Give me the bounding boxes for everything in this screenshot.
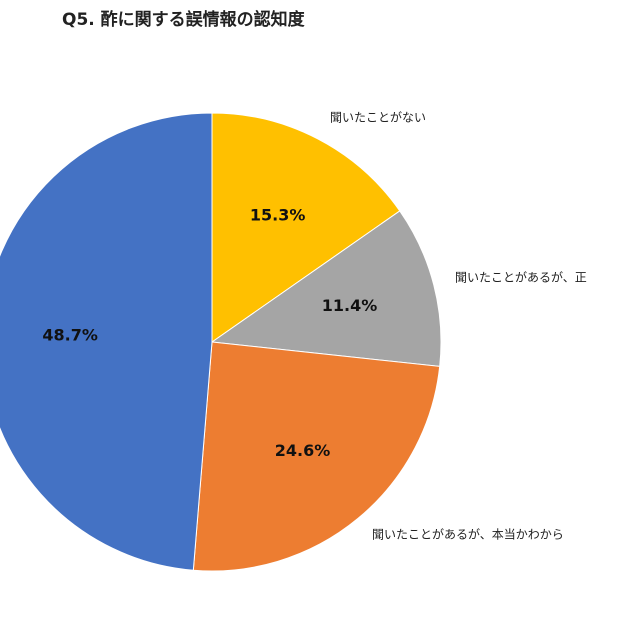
pie-slice	[211, 112, 401, 343]
chart-title: Q5. 酢に関する誤情報の認知度	[62, 9, 306, 30]
data-label: 24.6%	[275, 441, 331, 460]
pie-slice	[210, 210, 442, 367]
data-label: 48.7%	[42, 326, 98, 345]
category-label: 聞いたことがあるが、本当かわから	[372, 527, 564, 542]
data-label: 15.3%	[250, 206, 306, 225]
category-label: 聞いたことがあるが、正	[455, 270, 587, 285]
data-label: 11.4%	[322, 296, 378, 315]
pie-slice	[192, 341, 441, 572]
category-label: 聞いたことがない	[330, 110, 426, 125]
pie-slice	[0, 112, 213, 571]
